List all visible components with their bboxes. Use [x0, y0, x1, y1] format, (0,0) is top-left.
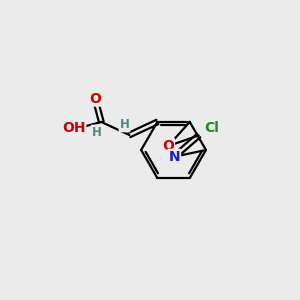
Text: N: N	[169, 150, 180, 164]
Text: O: O	[162, 139, 174, 153]
Text: H: H	[120, 118, 130, 131]
Text: H: H	[92, 126, 101, 139]
Text: Cl: Cl	[204, 121, 219, 135]
Text: OH: OH	[62, 121, 85, 135]
Text: O: O	[89, 92, 101, 106]
